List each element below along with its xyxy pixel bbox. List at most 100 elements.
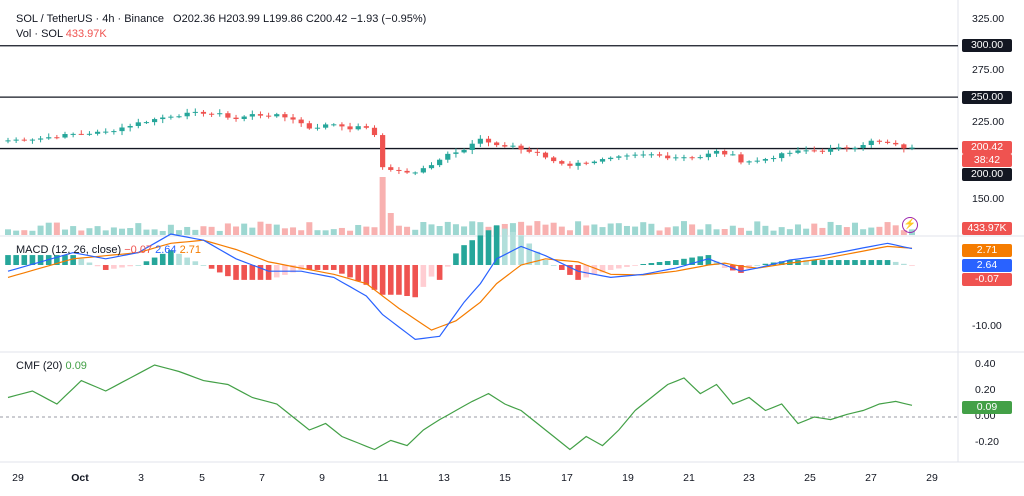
macd-hist-bar [705, 255, 712, 265]
candle-body [339, 124, 345, 127]
macd-hist-bar [762, 263, 769, 265]
volume-bar [656, 230, 663, 235]
macd-hist-bar [575, 265, 581, 280]
candle-body [192, 111, 198, 113]
candle-body [396, 169, 402, 171]
volume-bar [689, 224, 696, 235]
x-tick-label: 29 [12, 472, 24, 484]
volume-bar [86, 228, 93, 235]
volume-bar [395, 225, 402, 235]
macd-hist-bar [200, 265, 207, 266]
volume-bar [273, 224, 280, 235]
macd-hist-bar [330, 265, 337, 270]
macd-hist-bar [469, 240, 476, 265]
macd-hist-bar [257, 265, 264, 280]
macd-hist-bar [607, 265, 614, 270]
volume-value: 433.97K [65, 28, 107, 40]
macd-hist-bar [721, 265, 728, 268]
macd-hist-bar [640, 264, 647, 265]
macd-hist-bar [485, 230, 492, 265]
price-tick-label: 325.00 [972, 13, 1005, 25]
candle-body [437, 159, 443, 166]
candle-body [909, 147, 915, 149]
macd-hist-bar [444, 265, 451, 267]
volume-bar [444, 221, 451, 235]
macd-hist-bar [477, 235, 484, 265]
candle-body [787, 152, 793, 154]
volume-bar [208, 226, 215, 235]
candle-body [151, 119, 158, 123]
chart-header: SOL / TetherUS · 4h · Binance O202.36 H2… [16, 13, 427, 25]
volume-bar [664, 227, 671, 235]
x-tick-label: 5 [199, 472, 205, 484]
macd-hist-bar [510, 231, 516, 265]
volume-bar [746, 230, 753, 235]
candle-body [323, 124, 329, 128]
candle-body [608, 157, 614, 160]
volume-bar [778, 227, 785, 235]
macd-hist-bar [689, 257, 695, 265]
candle-body [795, 150, 801, 153]
candle-body [94, 131, 101, 134]
volume-bar [737, 227, 744, 235]
cmf-value: 0.09 [65, 360, 87, 372]
candle-body [779, 153, 785, 159]
candle-body [209, 113, 215, 115]
macd-hist-bar [461, 245, 467, 265]
macd-signal-value: 2.71 [179, 244, 202, 256]
macd-hist-bar [909, 265, 915, 266]
volume-bar [754, 221, 761, 235]
volume-bar [265, 223, 272, 235]
candle-body [575, 162, 581, 166]
lightning-icon[interactable]: ⚡ [902, 217, 918, 233]
candle-body [225, 113, 231, 118]
x-tick-label: 3 [138, 472, 144, 484]
volume-bar [330, 229, 337, 235]
badge-250: 250.00 [962, 91, 1012, 104]
candle-body [62, 134, 68, 138]
macd-hist-bar [208, 265, 215, 269]
volume-bar [518, 221, 525, 235]
x-tick-label: 25 [804, 472, 816, 484]
macd-hist-bar [387, 265, 394, 295]
volume-bar [233, 226, 240, 235]
macd-hist-bar [86, 262, 93, 265]
volume-bar [37, 225, 44, 235]
macd-hist-bar [151, 257, 158, 265]
volume-bar [5, 229, 11, 235]
candle-body [184, 112, 190, 117]
candle-body [656, 154, 663, 156]
cmf-line [7, 364, 913, 451]
candle-body [274, 114, 280, 117]
x-tick-label: 15 [499, 472, 511, 484]
volume-bar [786, 229, 793, 235]
macd-hist-bar [54, 255, 60, 265]
macd-hist-bar [852, 260, 858, 265]
badge-last-price: 200.42 [962, 141, 1012, 154]
volume-bar [469, 221, 476, 235]
macd-line-value: 2.64 [155, 244, 177, 256]
macd-hist-bar [184, 257, 190, 265]
candle-body [762, 159, 769, 161]
macd-hist-bar [192, 261, 199, 265]
candle-body [257, 114, 264, 116]
candle-body [13, 139, 19, 141]
volume-bar [843, 227, 850, 235]
volume-bar [200, 226, 207, 235]
candle-body [241, 116, 247, 119]
macd-hist-bar [884, 260, 891, 265]
candle-body [705, 153, 711, 158]
volume-bar [281, 228, 288, 235]
macd-hist-bar [249, 265, 256, 280]
candle-body [282, 114, 288, 118]
candle-body [730, 154, 736, 156]
macd-hist-bar [119, 265, 125, 268]
macd-hist-bar [428, 265, 435, 277]
macd-hist-bar [412, 265, 419, 298]
candle-body [697, 157, 703, 159]
macd-hist-bar [143, 261, 150, 265]
volume-bar [558, 226, 565, 235]
candle-body [591, 161, 597, 164]
volume-bar [509, 223, 516, 235]
